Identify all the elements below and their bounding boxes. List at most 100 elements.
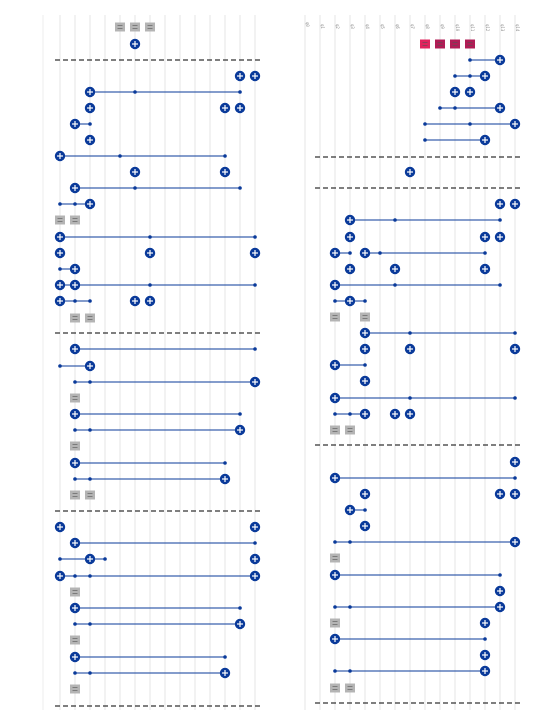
oplus-icon [249, 376, 261, 388]
oplus-icon [359, 375, 371, 387]
left-panel-wires [42, 15, 256, 710]
oplus-icon [219, 102, 231, 114]
measure-box [345, 683, 355, 693]
measure-box [130, 22, 140, 32]
control-dot [223, 461, 227, 465]
oplus-icon [54, 570, 66, 582]
control-dot [148, 283, 152, 287]
control-dot [88, 122, 92, 126]
oplus-icon [84, 360, 96, 372]
control-dot [73, 202, 77, 206]
oplus-icon [329, 569, 341, 581]
control-dot [148, 235, 152, 239]
oplus-icon [389, 408, 401, 420]
oplus-icon [329, 472, 341, 484]
control-dot [513, 476, 517, 480]
oplus-icon [479, 263, 491, 275]
oplus-icon [144, 247, 156, 259]
control-dot [223, 154, 227, 158]
control-dot [58, 202, 62, 206]
oplus-icon [494, 488, 506, 500]
oplus-icon [129, 166, 141, 178]
control-dot [88, 622, 92, 626]
control-dot [73, 622, 77, 626]
oplus-icon [129, 38, 141, 50]
control-dot [88, 574, 92, 578]
oplus-icon [494, 102, 506, 114]
control-dot [253, 541, 257, 545]
control-dot [238, 412, 242, 416]
oplus-icon [479, 134, 491, 146]
control-dot [513, 331, 517, 335]
oplus-icon [129, 295, 141, 307]
oplus-icon [389, 263, 401, 275]
measure-box [70, 441, 80, 451]
measure-box [85, 490, 95, 500]
measure-box [70, 490, 80, 500]
control-dot [73, 380, 77, 384]
control-dot [393, 218, 397, 222]
control-dot [438, 106, 442, 110]
oplus-icon [359, 343, 371, 355]
oplus-icon [69, 263, 81, 275]
measure-box [360, 312, 370, 322]
oplus-icon [69, 651, 81, 663]
oplus-icon [249, 521, 261, 533]
oplus-icon [249, 247, 261, 259]
control-dot [348, 669, 352, 673]
oplus-icon [509, 536, 521, 548]
oplus-icon [344, 214, 356, 226]
oplus-icon [479, 649, 491, 661]
measure-box [330, 425, 340, 435]
measure-box [345, 425, 355, 435]
control-dot [423, 138, 427, 142]
control-dot [348, 412, 352, 416]
control-dot [363, 363, 367, 367]
control-dot [408, 396, 412, 400]
control-dot [58, 267, 62, 271]
oplus-icon [449, 86, 461, 98]
oplus-icon [509, 118, 521, 130]
oplus-icon [479, 617, 491, 629]
control-dot [238, 90, 242, 94]
oplus-icon [329, 392, 341, 404]
control-dot [103, 557, 107, 561]
control-dot [363, 299, 367, 303]
measure-box [70, 587, 80, 597]
oplus-icon [359, 327, 371, 339]
control-dot [333, 299, 337, 303]
control-dot [73, 477, 77, 481]
barriers [55, 59, 522, 707]
wire-label: q8 [425, 24, 430, 29]
oplus-icon [69, 343, 81, 355]
control-dot [58, 364, 62, 368]
measure-box [465, 39, 475, 49]
oplus-icon [344, 295, 356, 307]
control-dot [483, 251, 487, 255]
oplus-icon [69, 118, 81, 130]
oplus-icon [359, 488, 371, 500]
measure-box [330, 618, 340, 628]
oplus-icon [54, 150, 66, 162]
oplus-icon [344, 263, 356, 275]
wire-label: q6 [395, 24, 400, 29]
oplus-icon [404, 166, 416, 178]
right-panel-wire-labels: q0 q1 q2 q3 q4 q5 q6 q7 q8 q9 q10 q11 q12 q13 q14 [305, 22, 520, 32]
measure-box [330, 553, 340, 563]
oplus-icon [329, 247, 341, 259]
control-dot [118, 154, 122, 158]
measure-box [70, 635, 80, 645]
control-dot [498, 218, 502, 222]
control-dot [393, 283, 397, 287]
control-dot [253, 283, 257, 287]
wire-label: q1 [320, 24, 325, 29]
wire-label: q11 [470, 24, 475, 32]
oplus-icon [509, 488, 521, 500]
oplus-icon [494, 54, 506, 66]
gates [54, 22, 521, 694]
oplus-icon [344, 504, 356, 516]
control-dot [453, 106, 457, 110]
control-dot [453, 74, 457, 78]
control-dot [253, 347, 257, 351]
